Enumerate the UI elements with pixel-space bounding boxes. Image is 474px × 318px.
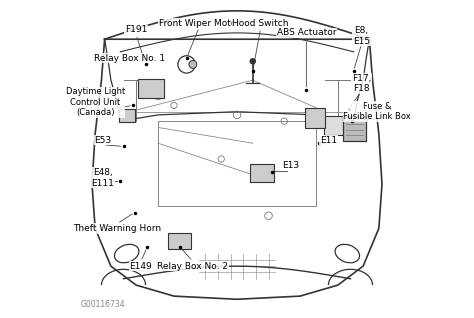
Text: E13: E13 bbox=[282, 161, 299, 170]
Text: Daytime Light
Control Unit
(Canada): Daytime Light Control Unit (Canada) bbox=[65, 87, 125, 117]
Text: Relay Box No. 1: Relay Box No. 1 bbox=[94, 54, 165, 63]
Text: E149: E149 bbox=[129, 262, 152, 271]
Text: E11: E11 bbox=[320, 135, 337, 145]
FancyBboxPatch shape bbox=[168, 233, 191, 249]
FancyBboxPatch shape bbox=[324, 116, 355, 135]
FancyBboxPatch shape bbox=[138, 79, 164, 98]
Text: E48,
E111: E48, E111 bbox=[91, 168, 114, 188]
Text: Relay Box No. 2: Relay Box No. 2 bbox=[157, 262, 228, 271]
Text: G00116734: G00116734 bbox=[81, 300, 126, 309]
Text: Theft Warning Horn: Theft Warning Horn bbox=[73, 224, 161, 233]
Circle shape bbox=[250, 59, 255, 64]
FancyBboxPatch shape bbox=[305, 107, 325, 128]
Text: ABS Actuator: ABS Actuator bbox=[277, 28, 336, 38]
Text: Hood Switch: Hood Switch bbox=[232, 19, 289, 28]
Text: E8,
E15: E8, E15 bbox=[353, 26, 370, 46]
Text: E53: E53 bbox=[94, 135, 111, 145]
FancyBboxPatch shape bbox=[343, 117, 365, 141]
Text: F191: F191 bbox=[125, 25, 147, 34]
Text: Front Wiper Motor: Front Wiper Motor bbox=[159, 19, 240, 28]
FancyBboxPatch shape bbox=[250, 164, 274, 182]
FancyBboxPatch shape bbox=[119, 109, 136, 122]
Ellipse shape bbox=[189, 60, 197, 68]
Text: Fuse &
Fusible Link Box: Fuse & Fusible Link Box bbox=[343, 102, 411, 121]
Text: F17,
F18: F17, F18 bbox=[352, 74, 371, 93]
